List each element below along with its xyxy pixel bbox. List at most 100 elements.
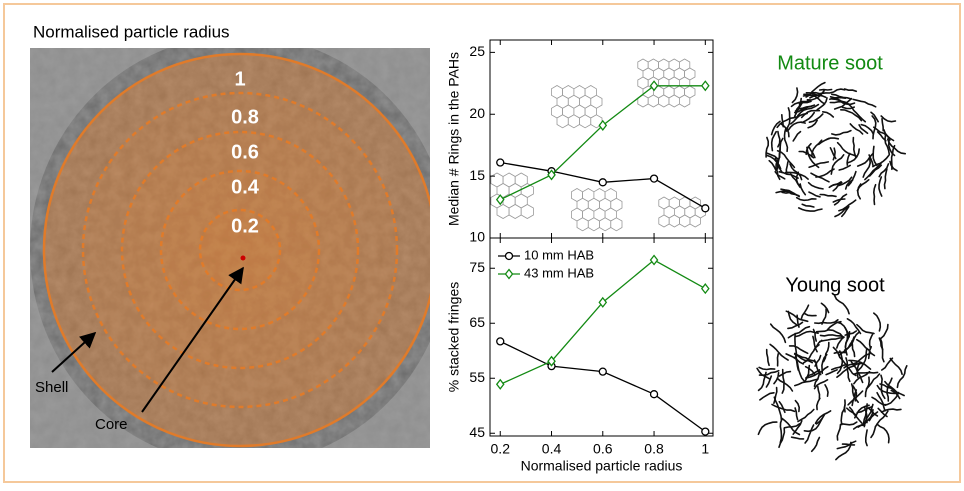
fringe (856, 323, 875, 335)
marker (496, 337, 505, 346)
fringe (812, 335, 818, 353)
fringe (838, 336, 855, 356)
fringe (794, 407, 799, 421)
fringe (884, 134, 891, 156)
pah-ring (658, 94, 670, 108)
fringe (820, 302, 830, 314)
fringe (787, 321, 804, 330)
fringe (846, 407, 858, 417)
fringe (819, 334, 845, 338)
fringe (776, 150, 796, 169)
x-tick-label: 0.6 (593, 441, 613, 457)
fringe (850, 360, 864, 384)
fringe (864, 161, 883, 181)
fringe (872, 154, 890, 168)
legend-label: 10 mm HAB (524, 247, 594, 262)
tem-image (30, 48, 430, 448)
soot-sketches (756, 81, 908, 461)
fringe (862, 158, 872, 178)
fringe (849, 123, 864, 135)
fringe (832, 198, 846, 203)
ring-label: 0.2 (231, 215, 259, 237)
fringe (785, 161, 789, 175)
y-tick-label: 15 (469, 167, 485, 183)
y-tick-label: 75 (469, 259, 485, 275)
fringe (821, 308, 827, 325)
fringe (806, 365, 829, 379)
fringe (788, 345, 809, 355)
marker (504, 251, 514, 261)
fringe (834, 206, 849, 218)
fringe (822, 341, 830, 363)
marker (547, 169, 556, 181)
core-arrow (141, 266, 244, 413)
pah-ring (496, 204, 510, 219)
fringe (883, 168, 888, 190)
fringe (847, 170, 857, 187)
fringe (808, 113, 824, 123)
fringe (887, 140, 896, 157)
fringe (851, 340, 856, 358)
fringe (858, 124, 869, 135)
fringe (871, 115, 877, 140)
fringe (880, 115, 897, 123)
fringe (769, 343, 789, 361)
fringe (828, 329, 844, 338)
fringe (876, 391, 886, 412)
fringe (873, 126, 895, 142)
y-tick-label: 10 (469, 229, 485, 245)
fringe (881, 357, 894, 371)
pah-ring (576, 217, 589, 232)
fringe (817, 385, 821, 400)
y-axis-label: % stacked fringes (446, 282, 462, 393)
fringe (773, 386, 778, 404)
marker (598, 367, 607, 376)
fringe (794, 352, 818, 364)
x-axis-label: Normalised particle radius (521, 458, 683, 474)
fringe (781, 191, 795, 195)
fringe (836, 141, 858, 158)
fringe (779, 418, 783, 444)
fringe (872, 183, 877, 206)
fringe (814, 319, 839, 325)
marker (649, 80, 659, 92)
fringe (878, 176, 883, 197)
ring-label: 0.6 (231, 141, 259, 163)
fringe (817, 137, 830, 146)
marker (649, 254, 659, 266)
pah-ring (679, 214, 691, 228)
fringe (880, 374, 886, 400)
fringe (852, 136, 857, 158)
fringe (896, 365, 908, 389)
fringe (847, 390, 864, 406)
fringe (812, 328, 817, 342)
pah-ring (567, 114, 580, 129)
young-label: Young soot (785, 274, 885, 296)
fringe (797, 207, 823, 212)
fringe (813, 379, 829, 390)
pah-ring (556, 114, 569, 129)
marker (700, 80, 710, 92)
fringe (868, 164, 883, 177)
fringe (835, 441, 852, 461)
fringe (799, 105, 813, 112)
fringe (795, 358, 806, 382)
pah-ring (668, 214, 680, 228)
fringe (794, 332, 798, 359)
marker (495, 378, 505, 390)
fringe (790, 436, 805, 440)
fringe (860, 123, 875, 135)
marker (547, 355, 556, 367)
shell-arrow (51, 331, 97, 373)
plot-frame (489, 237, 714, 437)
fringe (843, 399, 846, 413)
fringe (787, 310, 798, 326)
fringe (879, 337, 885, 363)
fringe (846, 148, 860, 164)
fringe (870, 425, 877, 439)
fringe (840, 421, 858, 426)
fringe (800, 304, 810, 321)
fringe (785, 107, 791, 132)
fringe (829, 96, 850, 106)
